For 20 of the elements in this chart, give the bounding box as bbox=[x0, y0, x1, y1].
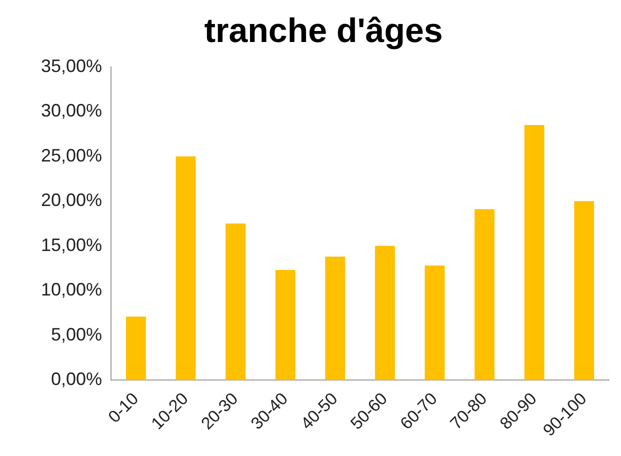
bar bbox=[226, 223, 246, 380]
y-tick-label: 30,00% bbox=[40, 100, 102, 121]
chart-title: tranche d'âges bbox=[204, 12, 443, 50]
y-tick-label: 20,00% bbox=[40, 190, 102, 210]
y-tick-label: 25,00% bbox=[40, 145, 102, 166]
bar bbox=[524, 124, 544, 380]
x-tick-label: 0-10 bbox=[104, 389, 142, 427]
bar bbox=[424, 266, 445, 380]
bar bbox=[275, 270, 296, 380]
y-tick-label: 10,00% bbox=[40, 280, 102, 300]
y-tick-label: 35,00% bbox=[40, 56, 102, 76]
y-tick-label: 5,00% bbox=[51, 324, 102, 344]
y-tick-label: 0,00% bbox=[51, 369, 102, 390]
bar bbox=[126, 316, 146, 380]
bar bbox=[325, 256, 346, 380]
bar bbox=[574, 201, 594, 380]
bar bbox=[176, 156, 196, 380]
bar bbox=[474, 209, 494, 380]
y-tick-label: 15,00% bbox=[40, 234, 102, 255]
bar bbox=[374, 246, 395, 380]
